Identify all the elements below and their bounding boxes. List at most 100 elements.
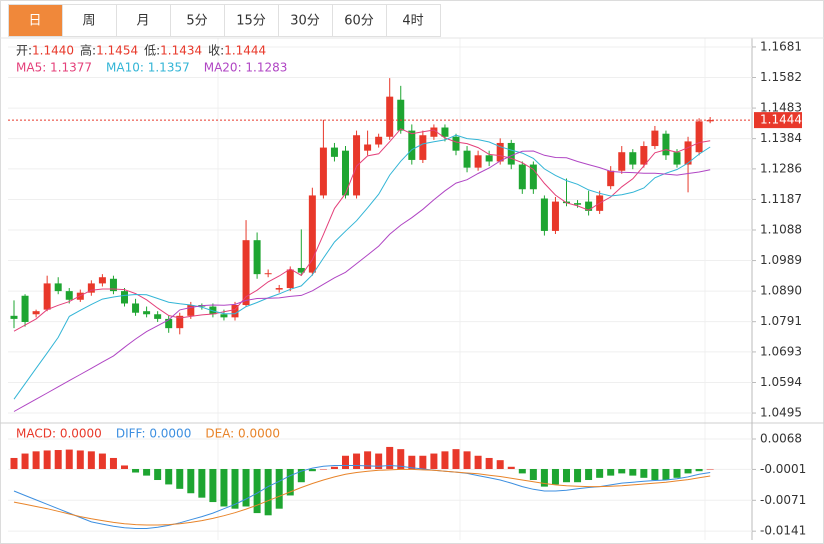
candle-body bbox=[98, 277, 106, 284]
tab-button[interactable] bbox=[170, 4, 225, 37]
macd-bar bbox=[496, 460, 504, 469]
macd-bar bbox=[43, 450, 51, 469]
candle-body bbox=[695, 121, 703, 153]
macd-bar bbox=[673, 468, 681, 478]
y-tick-label: -0.0141 bbox=[760, 524, 806, 538]
macd-bar bbox=[540, 468, 548, 487]
candle-body bbox=[87, 283, 95, 293]
y-tick-label: 1.0693 bbox=[760, 344, 802, 358]
macd-bar bbox=[375, 453, 383, 469]
macd-bar bbox=[98, 453, 106, 469]
tab-label[interactable]: 4时 bbox=[402, 14, 423, 29]
y-tick-label: 1.1483 bbox=[760, 101, 802, 115]
macd-bar bbox=[176, 468, 184, 489]
tab-button[interactable] bbox=[332, 4, 387, 37]
tab[interactable]: 4时 bbox=[386, 4, 441, 37]
tab-label[interactable]: 周 bbox=[82, 14, 95, 29]
macd-bar bbox=[518, 468, 526, 474]
candle-body bbox=[132, 303, 140, 313]
macd-bar bbox=[165, 468, 173, 485]
ma-line bbox=[13, 134, 711, 400]
y-tick-label: 1.1582 bbox=[760, 70, 802, 84]
last-price-box bbox=[754, 112, 802, 129]
tab-label[interactable]: 15分 bbox=[236, 14, 266, 29]
info-value: 1.1444 bbox=[224, 44, 266, 58]
candle-body bbox=[629, 152, 637, 165]
tab-label[interactable]: 30分 bbox=[290, 14, 320, 29]
candle-body bbox=[518, 164, 526, 190]
candle-body bbox=[607, 170, 615, 187]
tab-button[interactable] bbox=[386, 4, 441, 37]
candle-body bbox=[640, 146, 648, 165]
tab-label[interactable]: 日 bbox=[28, 14, 41, 29]
candle-body bbox=[286, 269, 294, 289]
macd-bar bbox=[684, 468, 692, 474]
macd-bar bbox=[419, 455, 427, 469]
candle-body bbox=[264, 273, 272, 275]
candle-body bbox=[308, 195, 316, 273]
candle-body bbox=[109, 278, 117, 292]
y-tick-label: 1.0594 bbox=[760, 375, 802, 389]
macd-bar bbox=[408, 455, 416, 469]
tab-label[interactable]: 月 bbox=[136, 14, 149, 29]
y-tick-label: 1.1286 bbox=[760, 161, 802, 175]
tab-button[interactable] bbox=[278, 4, 333, 37]
macd-legend: DIFF: 0.0000 bbox=[116, 427, 192, 441]
tab[interactable]: 15分 bbox=[224, 4, 279, 37]
y-tick-label: 1.1187 bbox=[760, 192, 802, 206]
y-tick-label: 1.0989 bbox=[760, 253, 802, 267]
tab-button[interactable] bbox=[116, 4, 171, 37]
macd-bar bbox=[596, 468, 604, 478]
candle-body bbox=[375, 136, 383, 145]
candle-body bbox=[330, 147, 338, 157]
tab-label[interactable]: 5分 bbox=[186, 14, 207, 29]
macd-bar bbox=[264, 468, 272, 516]
tab[interactable]: 周 bbox=[62, 4, 117, 37]
macd-bar bbox=[319, 468, 327, 470]
macd-bar bbox=[452, 449, 460, 469]
macd-bar bbox=[330, 466, 338, 469]
macd-bar bbox=[695, 468, 703, 472]
candle-body bbox=[684, 141, 692, 165]
tab[interactable]: 5分 bbox=[170, 4, 225, 37]
candle-body bbox=[253, 240, 261, 275]
macd-bar bbox=[121, 465, 128, 469]
candle-body bbox=[662, 133, 670, 156]
tab[interactable]: 60分 bbox=[332, 4, 387, 37]
candle-body bbox=[154, 314, 162, 319]
tab[interactable]: 日 bbox=[8, 4, 63, 37]
y-tick-label: -0.0071 bbox=[760, 493, 806, 507]
macd-legend: DEA: 0.0000 bbox=[205, 427, 280, 441]
tab[interactable]: 30分 bbox=[278, 4, 333, 37]
info-value: 1.1440 bbox=[32, 44, 74, 58]
candle-body bbox=[297, 267, 305, 273]
candle-body bbox=[275, 288, 283, 290]
candle-body bbox=[364, 144, 372, 151]
legend-entry: MA10: 1.1357 bbox=[106, 61, 190, 75]
candle-body bbox=[231, 305, 239, 318]
macd-bar bbox=[132, 468, 140, 473]
candle-body bbox=[496, 142, 504, 162]
candle-body bbox=[452, 136, 460, 151]
macd-legend: MACD: 0.0000 bbox=[16, 427, 102, 441]
candle-body bbox=[54, 283, 62, 292]
macd-bar bbox=[529, 468, 537, 481]
macd-bar bbox=[220, 468, 228, 507]
y-tick-label: 0.0068 bbox=[760, 431, 802, 445]
tab-label[interactable]: 60分 bbox=[344, 14, 374, 29]
macd-bar bbox=[109, 457, 117, 469]
tab[interactable]: 月 bbox=[116, 4, 171, 37]
tab-button[interactable] bbox=[224, 4, 279, 37]
macd-bar bbox=[21, 453, 29, 469]
candle-body bbox=[319, 147, 327, 196]
y-tick-label: 1.1088 bbox=[760, 223, 802, 237]
candle-body bbox=[618, 152, 626, 171]
candle-body bbox=[441, 127, 449, 137]
dea-line bbox=[13, 468, 711, 526]
macd-bar bbox=[198, 468, 206, 498]
macd-bar bbox=[275, 468, 283, 509]
macd-bar bbox=[253, 468, 261, 514]
candle-body bbox=[507, 142, 515, 165]
y-tick-label: 1.0495 bbox=[760, 406, 802, 420]
